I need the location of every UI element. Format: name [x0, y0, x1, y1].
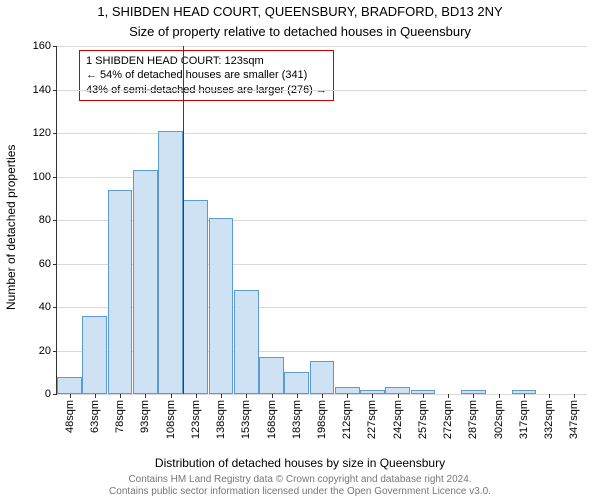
- x-tick-mark: [95, 394, 96, 398]
- y-tick-label: 80: [39, 214, 51, 226]
- x-tick-label: 108sqm: [165, 400, 177, 439]
- x-tick-mark: [574, 394, 575, 398]
- grid-line: [57, 90, 587, 91]
- chart-container: { "title_line1": "1, SHIBDEN HEAD COURT,…: [0, 0, 600, 500]
- annotation-box: 1 SHIBDEN HEAD COURT: 123sqm← 54% of det…: [79, 50, 334, 101]
- x-tick-label: 347sqm: [568, 400, 580, 439]
- x-tick-mark: [322, 394, 323, 398]
- x-tick-label: 123sqm: [190, 400, 202, 439]
- x-tick-label: 138sqm: [215, 400, 227, 439]
- y-tick-label: 40: [39, 301, 51, 313]
- x-tick-label: 317sqm: [518, 400, 530, 439]
- y-tick-mark: [53, 46, 57, 47]
- y-tick-label: 0: [45, 388, 51, 400]
- x-tick-label: 212sqm: [341, 400, 353, 439]
- x-tick-mark: [473, 394, 474, 398]
- y-tick-mark: [53, 90, 57, 91]
- plot-area: 1 SHIBDEN HEAD COURT: 123sqm← 54% of det…: [56, 46, 587, 395]
- x-tick-mark: [398, 394, 399, 398]
- x-tick-label: 332sqm: [543, 400, 555, 439]
- bar: [310, 361, 335, 394]
- x-tick-label: 183sqm: [291, 400, 303, 439]
- y-tick-label: 120: [33, 127, 51, 139]
- x-tick-label: 257sqm: [417, 400, 429, 439]
- x-tick-label: 227sqm: [366, 400, 378, 439]
- grid-line: [57, 133, 587, 134]
- x-tick-mark: [171, 394, 172, 398]
- chart-footer: Contains HM Land Registry data © Crown c…: [0, 474, 600, 498]
- y-tick-label: 20: [39, 345, 51, 357]
- x-tick-mark: [297, 394, 298, 398]
- y-tick-mark: [53, 264, 57, 265]
- x-tick-mark: [246, 394, 247, 398]
- x-tick-mark: [549, 394, 550, 398]
- x-tick-mark: [372, 394, 373, 398]
- bar: [183, 200, 208, 394]
- bar: [158, 131, 183, 394]
- x-tick-mark: [499, 394, 500, 398]
- y-tick-mark: [53, 307, 57, 308]
- chart-title-line1: 1, SHIBDEN HEAD COURT, QUEENSBURY, BRADF…: [0, 4, 600, 19]
- x-tick-mark: [120, 394, 121, 398]
- x-tick-label: 198sqm: [316, 400, 328, 439]
- grid-line: [57, 46, 587, 47]
- bar: [259, 357, 284, 394]
- bar: [234, 290, 259, 394]
- x-tick-label: 63sqm: [89, 400, 101, 433]
- x-tick-label: 168sqm: [266, 400, 278, 439]
- y-axis-label: Number of detached properties: [4, 145, 18, 310]
- x-tick-mark: [145, 394, 146, 398]
- x-tick-label: 48sqm: [64, 400, 76, 433]
- y-tick-mark: [53, 394, 57, 395]
- x-axis-label: Distribution of detached houses by size …: [0, 456, 600, 470]
- x-tick-mark: [196, 394, 197, 398]
- bar: [108, 190, 133, 394]
- bar: [57, 377, 82, 394]
- annotation-line: 1 SHIBDEN HEAD COURT: 123sqm: [86, 54, 327, 68]
- x-tick-label: 287sqm: [467, 400, 479, 439]
- x-tick-label: 153sqm: [240, 400, 252, 439]
- x-tick-mark: [272, 394, 273, 398]
- reference-line: [183, 46, 184, 394]
- bar: [209, 218, 234, 394]
- x-tick-mark: [221, 394, 222, 398]
- y-tick-mark: [53, 351, 57, 352]
- x-tick-mark: [70, 394, 71, 398]
- y-tick-label: 160: [33, 40, 51, 52]
- y-tick-mark: [53, 133, 57, 134]
- x-tick-mark: [423, 394, 424, 398]
- x-tick-label: 78sqm: [114, 400, 126, 433]
- x-tick-mark: [448, 394, 449, 398]
- bar: [133, 170, 158, 394]
- y-tick-label: 140: [33, 84, 51, 96]
- x-tick-mark: [524, 394, 525, 398]
- chart-subtitle: Size of property relative to detached ho…: [0, 24, 600, 39]
- y-tick-label: 60: [39, 258, 51, 270]
- x-tick-label: 242sqm: [392, 400, 404, 439]
- bar: [82, 316, 107, 394]
- x-tick-label: 302sqm: [493, 400, 505, 439]
- footer-line1: Contains HM Land Registry data © Crown c…: [0, 474, 600, 486]
- y-tick-mark: [53, 177, 57, 178]
- y-tick-label: 100: [33, 171, 51, 183]
- x-tick-mark: [347, 394, 348, 398]
- bar: [284, 372, 309, 394]
- footer-line2: Contains public sector information licen…: [0, 486, 600, 498]
- y-tick-mark: [53, 220, 57, 221]
- x-tick-label: 272sqm: [442, 400, 454, 439]
- x-tick-label: 93sqm: [139, 400, 151, 433]
- annotation-line: ← 54% of detached houses are smaller (34…: [86, 68, 327, 82]
